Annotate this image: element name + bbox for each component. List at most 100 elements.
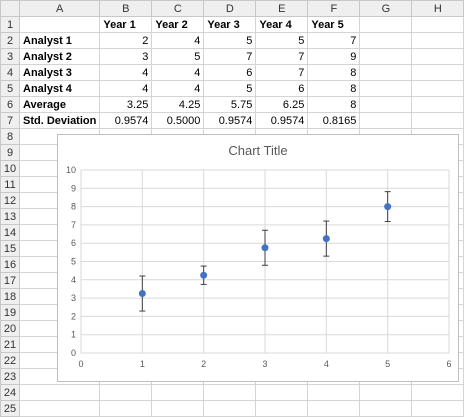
cell-c2[interactable]: 4	[151, 32, 205, 49]
cell-c1[interactable]: Year 2	[151, 16, 205, 33]
cell-d7[interactable]: 0.9574	[203, 112, 257, 129]
cell-h2[interactable]	[411, 32, 465, 49]
scatter-chart[interactable]: Chart Title 0 1 2 3 4 5 6 7 8 9 10 0 1 2 3 4 5 6	[57, 134, 459, 382]
cell-b6[interactable]: 3.25	[99, 96, 153, 113]
cell-c25[interactable]	[151, 400, 205, 417]
cell-e4[interactable]: 7	[255, 64, 309, 81]
cell-h6[interactable]	[411, 96, 465, 113]
row-header-17[interactable]: 17	[0, 272, 20, 289]
cell-a2[interactable]: Analyst 1	[18, 32, 101, 49]
cell-f24[interactable]	[307, 384, 361, 401]
row-header-10[interactable]: 10	[0, 160, 20, 177]
cell-d3[interactable]: 7	[203, 48, 257, 65]
column-header-g[interactable]: G	[359, 0, 413, 17]
cell-b4[interactable]: 4	[99, 64, 153, 81]
cell-a4[interactable]: Analyst 3	[18, 64, 101, 81]
cell-g5[interactable]	[359, 80, 413, 97]
cell-e6[interactable]: 6.25	[255, 96, 309, 113]
cell-a1[interactable]	[18, 16, 101, 33]
cell-d25[interactable]	[203, 400, 257, 417]
chart-title[interactable]: Chart Title	[228, 143, 288, 158]
cell-h25[interactable]	[411, 400, 465, 417]
cell-e1[interactable]: Year 4	[255, 16, 309, 33]
cell-d1[interactable]: Year 3	[203, 16, 257, 33]
column-header-h[interactable]: H	[411, 0, 465, 17]
cell-b1[interactable]: Year 1	[99, 16, 153, 33]
row-header-9[interactable]: 9	[0, 144, 20, 161]
row-header-22[interactable]: 22	[0, 352, 20, 369]
cell-a24[interactable]	[18, 384, 101, 401]
row-header-7[interactable]: 7	[0, 112, 20, 129]
row-header-19[interactable]: 19	[0, 304, 20, 321]
row-header-15[interactable]: 15	[0, 240, 20, 257]
row-header-21[interactable]: 21	[0, 336, 20, 353]
cell-h4[interactable]	[411, 64, 465, 81]
cell-c24[interactable]	[151, 384, 205, 401]
cell-a3[interactable]: Analyst 2	[18, 48, 101, 65]
cell-a5[interactable]: Analyst 4	[18, 80, 101, 97]
cell-a25[interactable]	[18, 400, 101, 417]
select-all-corner[interactable]	[0, 0, 20, 17]
cell-h7[interactable]	[411, 112, 465, 129]
cell-b25[interactable]	[99, 400, 153, 417]
cell-f5[interactable]: 8	[307, 80, 361, 97]
row-header-5[interactable]: 5	[0, 80, 20, 97]
cell-e5[interactable]: 6	[255, 80, 309, 97]
cell-e3[interactable]: 7	[255, 48, 309, 65]
row-header-11[interactable]: 11	[0, 176, 20, 193]
cell-h5[interactable]	[411, 80, 465, 97]
cell-g4[interactable]	[359, 64, 413, 81]
column-header-e[interactable]: E	[255, 0, 309, 17]
cell-c7[interactable]: 0.5000	[151, 112, 205, 129]
cell-f25[interactable]	[307, 400, 361, 417]
cell-a6[interactable]: Average	[18, 96, 101, 113]
cell-h1[interactable]	[411, 16, 465, 33]
cell-f1[interactable]: Year 5	[307, 16, 361, 33]
cell-f6[interactable]: 8	[307, 96, 361, 113]
row-header-24[interactable]: 24	[0, 384, 20, 401]
cell-h24[interactable]	[411, 384, 465, 401]
cell-f3[interactable]: 9	[307, 48, 361, 65]
column-header-b[interactable]: B	[99, 0, 153, 17]
chart-plot-area[interactable]: 0 1 2 3 4 5 6 7 8 9 10 0 1 2 3 4 5 6	[58, 135, 458, 381]
cell-c6[interactable]: 4.25	[151, 96, 205, 113]
cell-f7[interactable]: 0.8165	[307, 112, 361, 129]
row-header-1[interactable]: 1	[0, 16, 20, 33]
cell-c3[interactable]: 5	[151, 48, 205, 65]
column-header-a[interactable]: A	[18, 0, 101, 17]
row-header-12[interactable]: 12	[0, 192, 20, 209]
cell-e2[interactable]: 5	[255, 32, 309, 49]
cell-d24[interactable]	[203, 384, 257, 401]
row-header-2[interactable]: 2	[0, 32, 20, 49]
cell-c5[interactable]: 4	[151, 80, 205, 97]
row-header-20[interactable]: 20	[0, 320, 20, 337]
cell-g7[interactable]	[359, 112, 413, 129]
cell-f4[interactable]: 8	[307, 64, 361, 81]
row-header-23[interactable]: 23	[0, 368, 20, 385]
column-header-c[interactable]: C	[151, 0, 205, 17]
cell-h3[interactable]	[411, 48, 465, 65]
cell-b2[interactable]: 2	[99, 32, 153, 49]
cell-d4[interactable]: 6	[203, 64, 257, 81]
row-header-6[interactable]: 6	[0, 96, 20, 113]
cell-c4[interactable]: 4	[151, 64, 205, 81]
column-header-d[interactable]: D	[203, 0, 257, 17]
cell-e24[interactable]	[255, 384, 309, 401]
row-header-18[interactable]: 18	[0, 288, 20, 305]
cell-e25[interactable]	[255, 400, 309, 417]
cell-b5[interactable]: 4	[99, 80, 153, 97]
row-header-14[interactable]: 14	[0, 224, 20, 241]
cell-g1[interactable]	[359, 16, 413, 33]
cell-d5[interactable]: 5	[203, 80, 257, 97]
cell-d2[interactable]: 5	[203, 32, 257, 49]
row-header-4[interactable]: 4	[0, 64, 20, 81]
row-header-13[interactable]: 13	[0, 208, 20, 225]
column-header-f[interactable]: F	[307, 0, 361, 17]
row-header-8[interactable]: 8	[0, 128, 20, 145]
cell-b3[interactable]: 3	[99, 48, 153, 65]
row-header-3[interactable]: 3	[0, 48, 20, 65]
cell-f2[interactable]: 7	[307, 32, 361, 49]
cell-g24[interactable]	[359, 384, 413, 401]
cell-e7[interactable]: 0.9574	[255, 112, 309, 129]
cell-b24[interactable]	[99, 384, 153, 401]
